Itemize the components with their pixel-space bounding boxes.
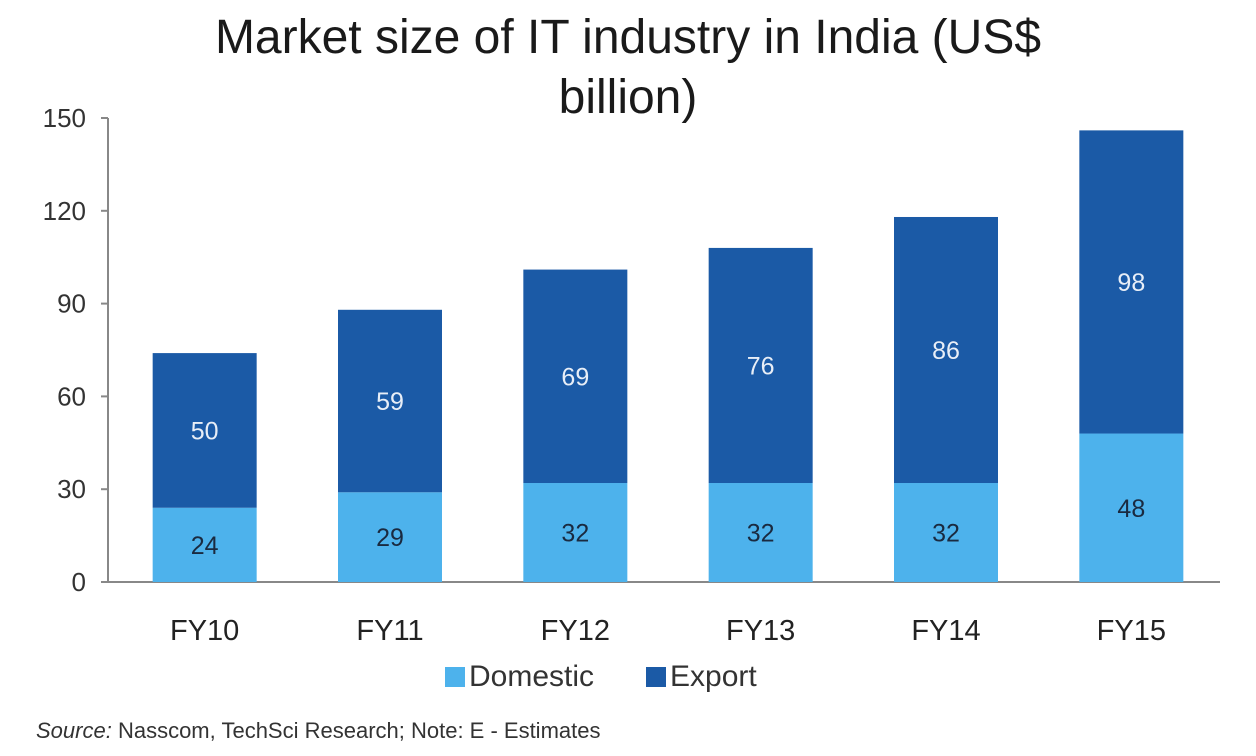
chart-title: Market size of IT industry in India (US$… — [0, 8, 1256, 128]
x-tick-label: FY10 — [170, 615, 239, 647]
y-tick-label: 120 — [43, 196, 86, 226]
legend-swatch-domestic — [445, 667, 465, 687]
source-label: Source: — [36, 718, 112, 743]
y-tick-label: 30 — [57, 474, 86, 504]
bar-domestic-fy14 — [894, 483, 998, 582]
data-label-domestic-fy10: 24 — [191, 532, 219, 560]
y-tick-label: 90 — [57, 289, 86, 319]
bar-export-fy14 — [894, 216, 998, 484]
source-note: Source: Nasscom, TechSci Research; Note:… — [36, 718, 600, 744]
data-label-export-fy13: 76 — [747, 352, 775, 380]
data-label-export-fy10: 50 — [191, 417, 219, 445]
bar-export-fy11 — [338, 309, 442, 493]
legend: Domestic Export — [445, 660, 757, 694]
data-label-export-fy11: 59 — [376, 388, 404, 416]
y-tick-label: 0 — [72, 567, 86, 597]
x-tick-label: FY11 — [356, 615, 423, 647]
data-label-domestic-fy13: 32 — [747, 520, 775, 548]
y-tick-label: 60 — [57, 381, 86, 411]
data-label-domestic-fy14: 32 — [932, 520, 960, 548]
chart-title-line-2: billion) — [558, 71, 698, 124]
bar-export-fy13 — [708, 247, 813, 484]
y-tick-label: 150 — [43, 103, 86, 133]
x-tick-label: FY15 — [1097, 615, 1166, 647]
legend-item-export: Export — [646, 660, 757, 694]
data-label-export-fy12: 69 — [561, 363, 589, 391]
x-tick-label: FY12 — [541, 615, 610, 647]
bar-domestic-fy10 — [152, 507, 257, 582]
bar-export-fy10 — [152, 353, 257, 508]
legend-swatch-export — [646, 667, 667, 687]
bar-domestic-fy12 — [523, 483, 628, 582]
bar-export-fy15 — [1079, 130, 1184, 434]
data-label-domestic-fy11: 29 — [376, 524, 404, 552]
bar-export-fy12 — [523, 269, 628, 484]
data-label-domestic-fy12: 32 — [561, 520, 589, 548]
x-tick-label: FY14 — [911, 615, 980, 647]
legend-label-domestic: Domestic — [469, 660, 595, 693]
chart-title-line-1: Market size of IT industry in India (US$ — [214, 11, 1042, 64]
legend-label-export: Export — [670, 660, 757, 693]
source-text: Nasscom, TechSci Research; Note: E - Est… — [111, 718, 601, 743]
bar-domestic-fy11 — [338, 492, 442, 582]
data-label-domestic-fy15: 48 — [1117, 495, 1145, 523]
data-label-export-fy15: 98 — [1117, 269, 1145, 297]
data-label-export-fy14: 86 — [932, 337, 960, 365]
x-tick-label: FY13 — [726, 615, 795, 647]
bar-domestic-fy13 — [708, 483, 813, 582]
legend-item-domestic: Domestic — [445, 660, 594, 694]
bar-domestic-fy15 — [1079, 433, 1184, 582]
